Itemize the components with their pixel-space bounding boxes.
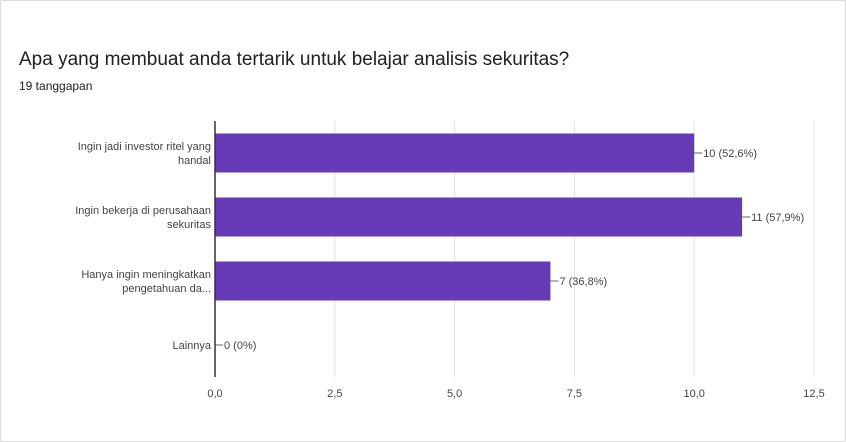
data-label: 11 (57,9%) xyxy=(751,212,804,224)
category-label: handal xyxy=(178,155,211,167)
category-label: pengetahuan da... xyxy=(122,283,211,295)
x-tick-label: 5,0 xyxy=(447,388,462,400)
category-label: Ingin bekerja di perusahaan xyxy=(75,205,211,217)
category-label: Ingin jadi investor ritel yang xyxy=(78,141,211,153)
bar xyxy=(215,261,551,301)
data-label: 7 (36,8%) xyxy=(559,276,607,288)
x-tick-label: 0,0 xyxy=(207,388,222,400)
category-label: Hanya ingin meningkatkan xyxy=(81,269,211,281)
bar xyxy=(215,133,695,173)
response-count: 19 tanggapan xyxy=(19,79,93,93)
category-label: Lainnya xyxy=(172,340,211,352)
bar xyxy=(215,197,743,237)
question-title: Apa yang membuat anda tertarik untuk bel… xyxy=(19,49,570,70)
x-tick-label: 7,5 xyxy=(567,388,582,400)
category-label: sekuritas xyxy=(167,219,212,231)
data-label: 0 (0%) xyxy=(224,340,256,352)
data-label: 10 (52,6%) xyxy=(703,148,757,160)
x-tick-label: 12,5 xyxy=(803,388,824,400)
x-tick-label: 2,5 xyxy=(327,388,342,400)
x-tick-label: 10,0 xyxy=(683,388,704,400)
